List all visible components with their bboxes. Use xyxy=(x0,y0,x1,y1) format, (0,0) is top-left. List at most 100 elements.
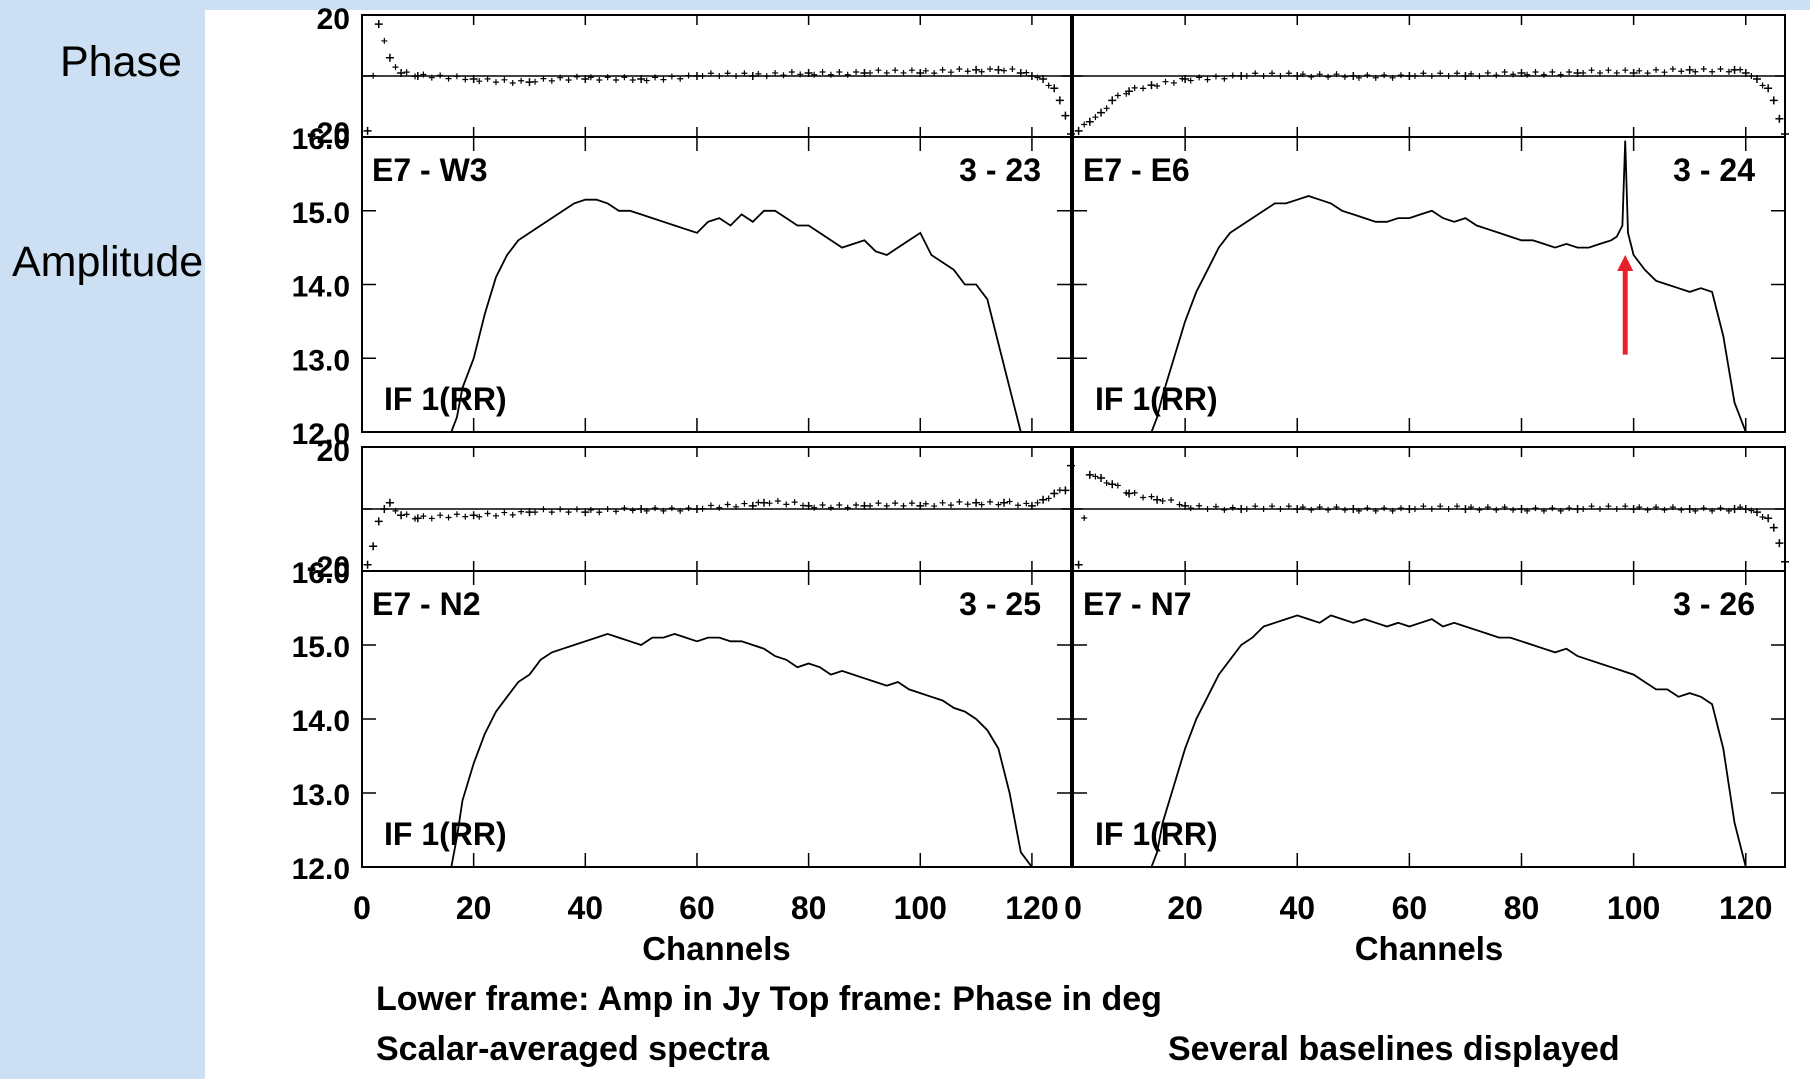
panel-2-phase-point xyxy=(1532,69,1539,76)
panel-4-phase-point xyxy=(1074,560,1083,569)
panel-4-phase-point xyxy=(1316,504,1323,511)
panel-3-phase-point xyxy=(652,505,659,512)
panel-3-phase-point xyxy=(420,513,427,520)
panel-1-phase-point xyxy=(811,71,818,78)
panel-1-id-label: 3 - 23 xyxy=(959,152,1041,188)
panel-1-phase-point xyxy=(707,70,714,77)
panel-4-xtick-label: 80 xyxy=(1504,890,1540,926)
panel-3-phase-point xyxy=(724,501,731,508)
panel-2-phase-point xyxy=(1269,70,1276,77)
panel-3-phase-point xyxy=(972,498,981,507)
panel-2-phase-point xyxy=(1636,67,1643,74)
panel-2-phase-point xyxy=(1445,73,1452,79)
panel-3-phase-point xyxy=(741,500,748,507)
panel-4-phase-point xyxy=(1636,504,1643,511)
panel-3-phase-point xyxy=(660,507,667,514)
panel-3-phase-point xyxy=(939,499,946,506)
panel-2-phase-point xyxy=(1596,69,1603,76)
panel-2-phase-point xyxy=(1540,71,1547,78)
panel-1-phase-point xyxy=(972,65,981,74)
panel-1-phase-point xyxy=(437,72,444,79)
panel-4-phase-point xyxy=(1468,504,1475,511)
panel-4-phase-point xyxy=(1364,505,1371,512)
panel-1-phase-point xyxy=(557,74,564,81)
panel-1-phase-point xyxy=(1039,75,1048,84)
panel-3-phase-point xyxy=(469,511,478,520)
panel-1-phase-point xyxy=(621,74,628,81)
panel-4-phase-point xyxy=(1085,470,1094,479)
panel-2-phase-point xyxy=(1428,73,1435,79)
panel-2-phase-point xyxy=(1243,73,1250,79)
panel-3-phase-point xyxy=(565,509,572,516)
panel-2-phase-point xyxy=(1349,72,1358,80)
panel-4-phase-point xyxy=(1484,504,1491,511)
panel-2-phase-point xyxy=(1179,75,1186,82)
panel-4-phase-point xyxy=(1285,503,1292,510)
panel-4-phase-point xyxy=(1653,504,1660,511)
panel-4-phase-point xyxy=(1741,505,1750,513)
panel-4-phase-point xyxy=(1293,505,1302,513)
panel-3-phase-point xyxy=(484,510,491,517)
panel-4-xaxis-label: Channels xyxy=(1355,930,1504,967)
panel-3-phase-point xyxy=(748,501,757,510)
panel-1-phase-point xyxy=(987,65,994,72)
panel-3-phase-point xyxy=(629,507,636,514)
panel-1-phase-point xyxy=(797,71,804,78)
panel-3-phase-point xyxy=(501,509,508,516)
panel-1-phase-point xyxy=(596,76,603,83)
panel-1-phase-ytick-label: -20 xyxy=(307,117,350,150)
panel-1-phase-point xyxy=(699,73,706,79)
panel-1-phase-point xyxy=(420,71,427,78)
panel-3-phase-point xyxy=(621,505,628,512)
panel-4-phase-point xyxy=(1437,503,1444,510)
panel-2-phase-point xyxy=(1468,70,1475,77)
panel-2-phase-point xyxy=(1493,72,1500,79)
panel-4-phase-point xyxy=(1252,503,1259,510)
panel-1-phase-point xyxy=(892,67,899,74)
panel-3-phase-point xyxy=(931,503,938,510)
panel-3-xtick-label: 120 xyxy=(1005,890,1058,926)
panel-3-phase-point xyxy=(428,515,435,522)
panel-2-phase-point xyxy=(1685,65,1694,74)
panel-3-amp-ytick-label: 16.0 xyxy=(292,557,350,590)
panel-4-phase-point xyxy=(1461,505,1470,513)
panel-3-phase-point xyxy=(363,560,372,569)
panel-4-phase-point xyxy=(1176,501,1183,508)
panel-3-phase-point xyxy=(699,505,706,512)
panel-2-phase-point xyxy=(1644,70,1651,77)
panel-4-phase-point xyxy=(1454,503,1461,510)
panel-2-phase-point xyxy=(1605,67,1612,74)
panel-2-phase-point xyxy=(1114,92,1121,99)
panel-1-phase-point xyxy=(565,76,572,83)
panel-2-baseline-label: E7 - E6 xyxy=(1083,152,1190,188)
panel-1-phase-point xyxy=(1045,82,1052,89)
panel-4-phase-point xyxy=(1644,506,1651,513)
panel-2-phase-point xyxy=(1085,117,1094,126)
panel-2-phase-point xyxy=(1140,85,1147,92)
panel-2-phase-point xyxy=(1752,75,1761,84)
panel-4-phase-point xyxy=(1737,504,1744,511)
amplitude-side-label: Amplitude xyxy=(12,238,204,286)
panel-2-phase-point xyxy=(1524,71,1531,78)
panel-4-phase-point xyxy=(1389,507,1396,514)
panel-1-phase-point xyxy=(652,74,659,81)
panel-4-phase-point xyxy=(1277,506,1284,512)
panel-3-phase-point xyxy=(774,497,781,504)
panel-1-phase-point xyxy=(908,67,915,74)
panel-2-phase-point xyxy=(1764,84,1773,93)
panel-3-phase-point xyxy=(587,506,594,513)
panel-1-phase-point xyxy=(484,75,491,82)
panel-3-phase-point xyxy=(532,509,539,516)
panel-2-phase-point xyxy=(1092,114,1099,121)
panel-3-phase-point xyxy=(783,501,790,508)
panel-4-phase-point xyxy=(1517,505,1526,513)
panel-3-phase-point xyxy=(947,502,954,509)
panel-3-phase-point xyxy=(380,505,389,513)
panel-2-phase-point xyxy=(1476,73,1483,80)
panel-3-phase-point xyxy=(900,502,907,509)
panel-1-phase-point xyxy=(660,76,667,83)
panel-1-phase-point xyxy=(741,70,748,77)
panel-2-phase-point xyxy=(1389,74,1396,81)
panel-2-phase-point xyxy=(1074,126,1083,135)
panel-4-if-label: IF 1(RR) xyxy=(1095,816,1218,852)
